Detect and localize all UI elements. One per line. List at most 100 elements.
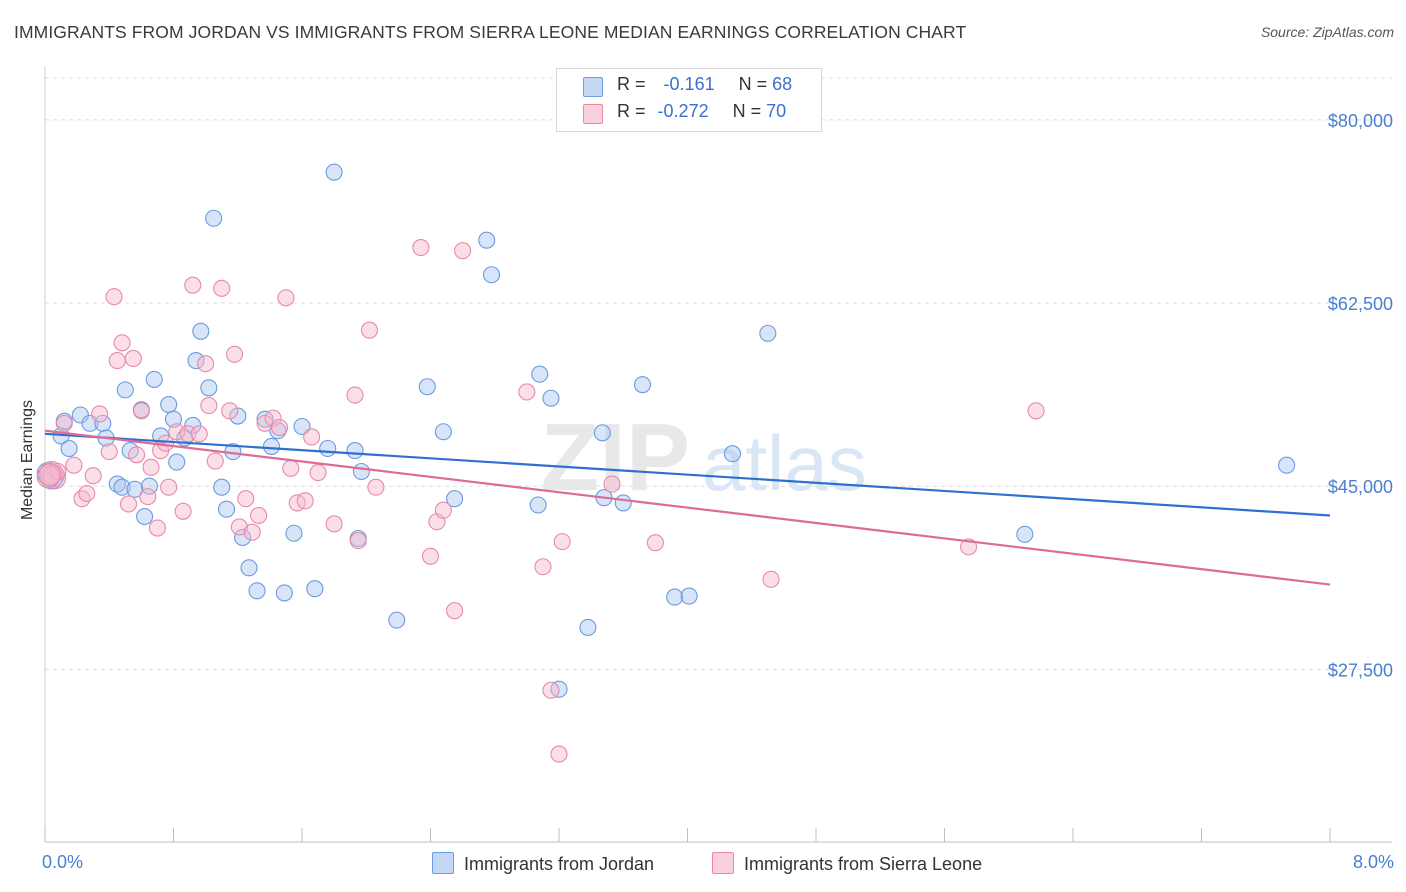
sierra-leone-point-44 xyxy=(296,492,314,510)
jordan-point-53 xyxy=(482,266,501,284)
sierra-leone-point-5 xyxy=(73,490,91,508)
sierra-leone-point-10 xyxy=(105,288,123,306)
legend-item-jordan: Immigrants from Jordan xyxy=(432,852,654,875)
y-tick-labels: $27,500 $45,000 $62,500 $80,000 xyxy=(1328,111,1393,680)
jordan-point-16 xyxy=(136,507,154,526)
jordan-point-8 xyxy=(94,414,112,432)
legend-swatch-sierra-leone xyxy=(583,104,603,124)
x-tick-label-max: 8.0% xyxy=(1352,852,1394,872)
jordan-point-5 xyxy=(60,439,78,458)
sierra-leone-point-7 xyxy=(84,467,102,485)
gridlines xyxy=(45,77,1392,670)
jordan-point-68 xyxy=(1278,456,1296,474)
source-credit: Source: ZipAtlas.com xyxy=(1260,24,1394,40)
sierra-leone-point-3 xyxy=(55,414,73,432)
sierra-leone-point-46 xyxy=(309,464,327,482)
sierra-leone-point-63 xyxy=(603,475,621,493)
sierra-leone-point-17 xyxy=(139,488,157,506)
jordan-point-47 xyxy=(352,462,370,481)
sierra-leone-point-15 xyxy=(128,446,146,464)
jordan-point-26 xyxy=(192,322,210,340)
legend-r-value-jordan: -0.161 xyxy=(663,74,715,94)
sierra-leone-point-61 xyxy=(550,745,568,763)
jordan-point-35 xyxy=(248,582,266,600)
sierra-leone-point-18 xyxy=(142,458,160,476)
sierra-leone-point-51 xyxy=(367,478,385,496)
jordan-point-20 xyxy=(160,395,178,414)
sierra-leone-point-59 xyxy=(534,558,552,576)
jordan-point-65 xyxy=(723,445,742,463)
y-tick-label-0: $27,500 xyxy=(1328,660,1393,680)
jordan-point-39 xyxy=(275,584,293,602)
correlation-legend: R = -0.161 N = 68 R = -0.272 N = 70 xyxy=(556,68,822,132)
legend-n-label: N = xyxy=(738,74,768,94)
sierra-leone-point-68 xyxy=(36,465,60,489)
legend-r-label: R = xyxy=(617,74,646,94)
sierra-leone-point-66 xyxy=(960,538,978,556)
jordan-point-14 xyxy=(126,480,144,498)
jordan-points xyxy=(36,163,1296,698)
jordan-point-50 xyxy=(434,423,452,441)
sierra-leone-point-58 xyxy=(518,383,536,401)
sierra-leone-point-53 xyxy=(421,547,440,565)
sierra-leone-point-4 xyxy=(65,456,83,474)
sierra-leone-point-6 xyxy=(78,484,96,503)
sierra-leone-points xyxy=(36,238,1045,763)
sierra-leone-point-69 xyxy=(38,463,62,487)
sierra-leone-point-29 xyxy=(200,397,218,415)
jordan-point-49 xyxy=(418,378,436,396)
jordan-point-30 xyxy=(217,500,236,518)
legend-swatch-sierra-leone-bottom xyxy=(712,852,734,874)
sierra-leone-point-35 xyxy=(237,490,255,508)
y-tick-label-2: $62,500 xyxy=(1328,294,1393,314)
jordan-point-63 xyxy=(666,588,684,606)
sierra-leone-point-16 xyxy=(132,402,150,420)
jordan-point-27 xyxy=(200,379,218,397)
trend-line-sierra-leone xyxy=(44,429,1331,586)
jordan-point-59 xyxy=(593,424,611,442)
sierra-leone-point-14 xyxy=(124,349,142,368)
sierra-leone-point-36 xyxy=(243,523,261,541)
sierra-leone-point-28 xyxy=(197,355,215,373)
sierra-leone-point-37 xyxy=(250,506,268,525)
jordan-point-51 xyxy=(446,490,464,508)
legend-label-jordan: Immigrants from Jordan xyxy=(464,854,655,874)
sierra-leone-point-8 xyxy=(91,405,109,423)
jordan-point-10 xyxy=(108,475,126,493)
jordan-point-66 xyxy=(759,324,777,342)
sierra-leone-point-13 xyxy=(119,495,138,513)
jordan-point-17 xyxy=(140,477,158,495)
legend-n-value-jordan: 68 xyxy=(772,74,793,94)
jordan-point-29 xyxy=(213,478,231,496)
legend-r-value-sierra-leone: -0.272 xyxy=(657,101,709,121)
sierra-leone-point-40 xyxy=(270,419,289,437)
y-axis-label: Median Earnings xyxy=(19,399,36,521)
jordan-point-67 xyxy=(1016,525,1034,543)
legend-item-sierra-leone: Immigrants from Sierra Leone xyxy=(712,852,982,875)
legend-n-value-sierra-leone: 70 xyxy=(766,101,787,121)
jordan-point-34 xyxy=(240,559,258,577)
jordan-point-28 xyxy=(205,209,223,227)
jordan-point-43 xyxy=(319,439,337,458)
sierra-leone-point-30 xyxy=(206,452,224,470)
sierra-leone-point-26 xyxy=(184,276,202,294)
jordan-point-22 xyxy=(168,453,186,471)
jordan-point-56 xyxy=(542,389,560,407)
sierra-leone-point-62 xyxy=(553,533,571,551)
watermark-zip: ZIP xyxy=(541,404,690,511)
sierra-leone-point-55 xyxy=(434,501,452,519)
jordan-point-40 xyxy=(285,524,303,542)
jordan-point-37 xyxy=(262,437,281,455)
watermark-atlas: atlas xyxy=(702,419,867,507)
jordan-point-62 xyxy=(633,376,652,394)
jordan-point-52 xyxy=(478,231,496,249)
trend-lines xyxy=(44,429,1331,586)
jordan-point-61 xyxy=(614,494,632,512)
sierra-leone-point-50 xyxy=(360,321,379,339)
sierra-leone-point-47 xyxy=(325,515,343,533)
jordan-point-48 xyxy=(388,611,406,629)
y-tick-label-3: $80,000 xyxy=(1328,111,1393,131)
jordan-point-12 xyxy=(116,381,134,399)
sierra-leone-point-42 xyxy=(282,459,300,477)
